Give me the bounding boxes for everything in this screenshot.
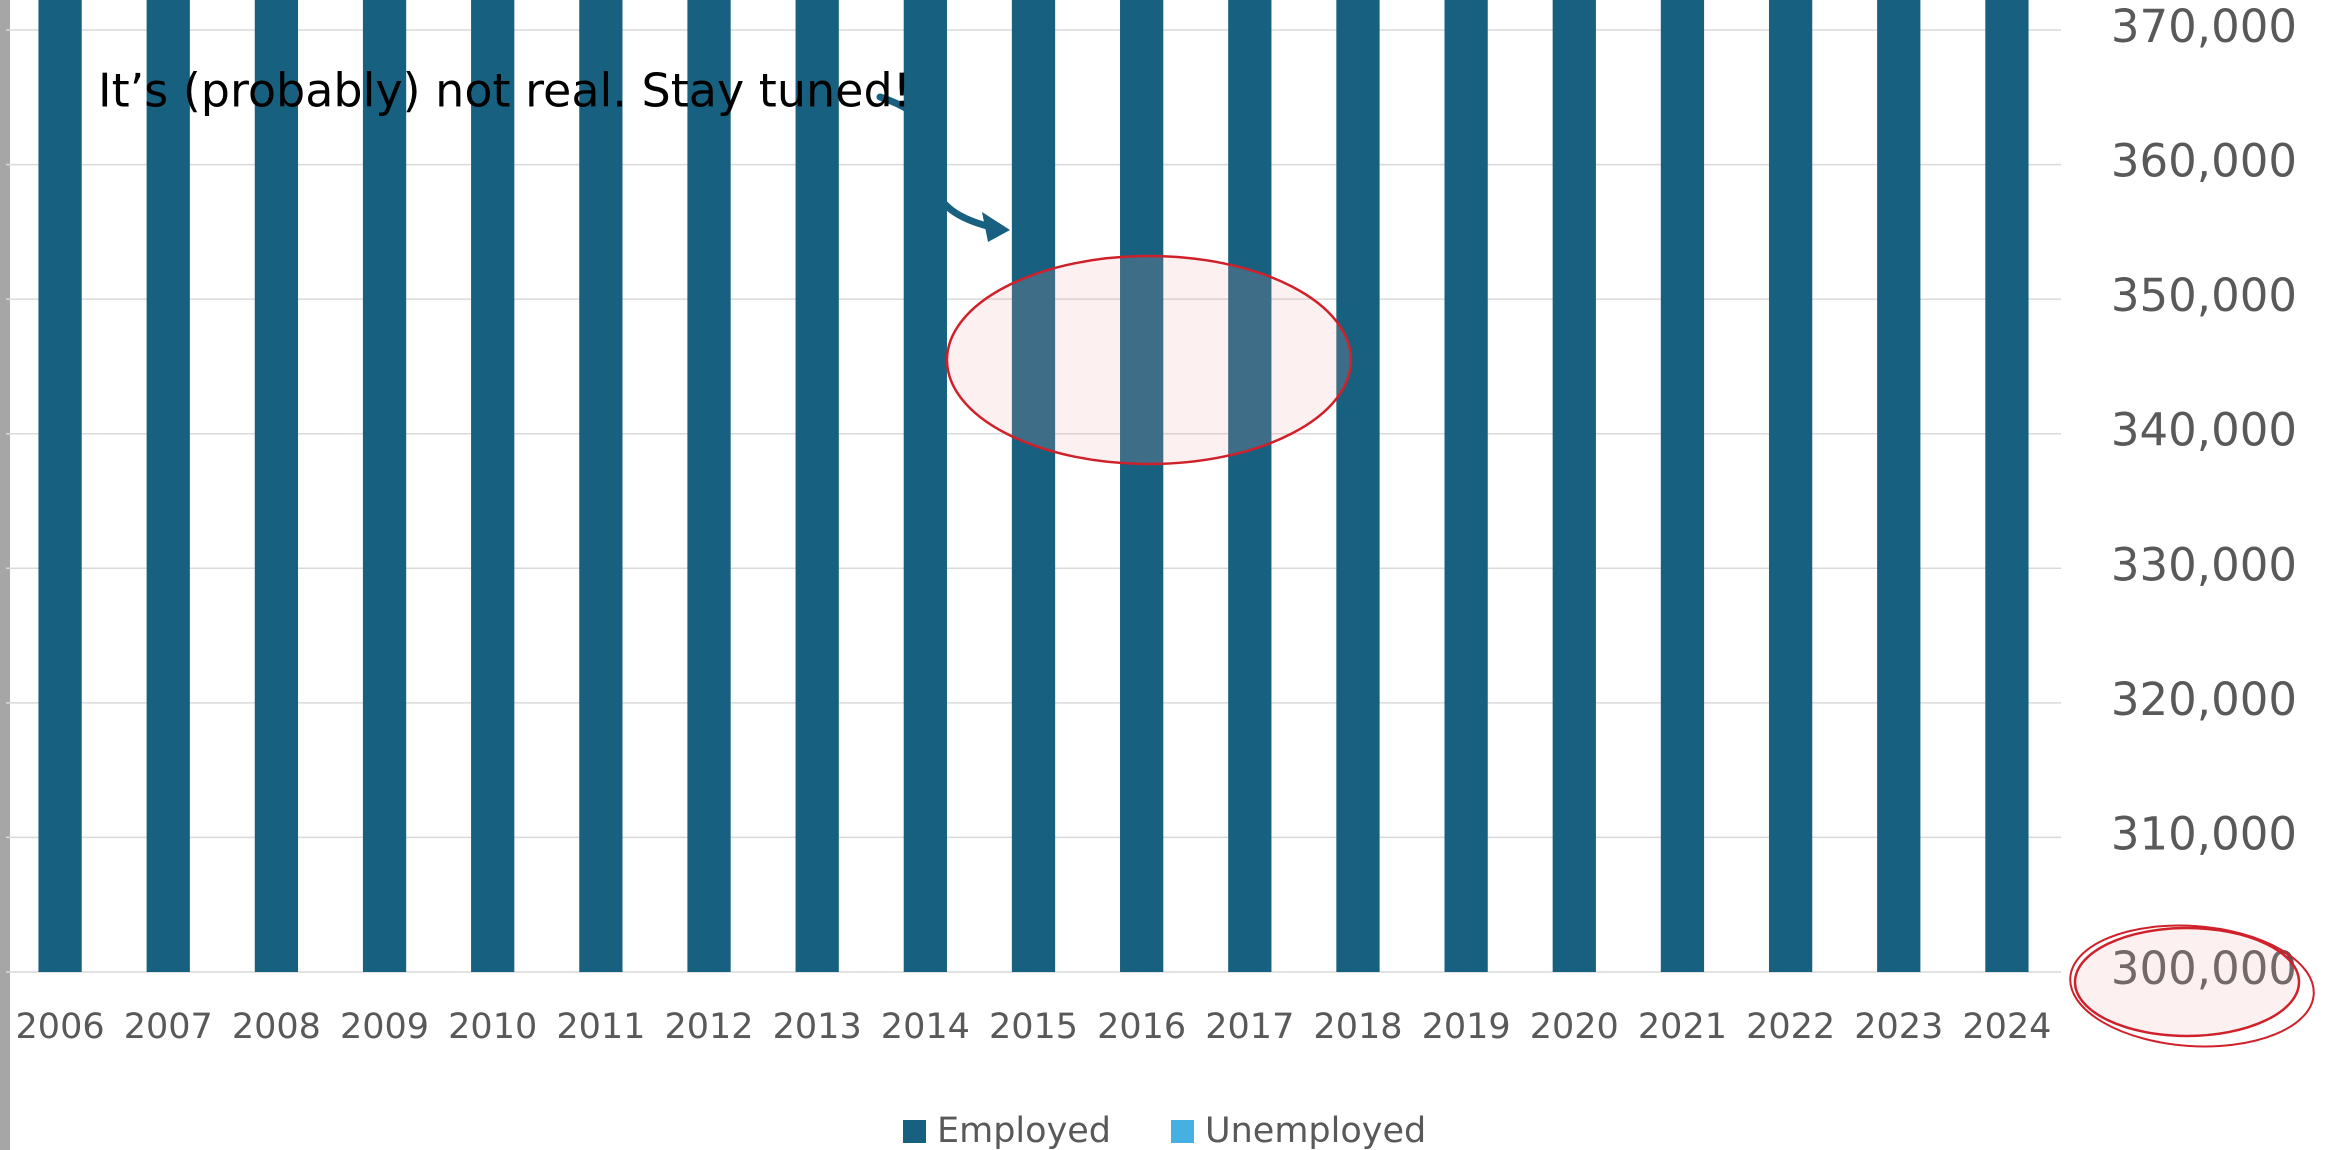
bar-segment	[38, 0, 82, 972]
bar-segment	[1120, 0, 1164, 973]
x-tick-label: 2020	[1530, 1007, 1619, 1047]
y-tick-label: 300,000	[2111, 942, 2297, 995]
arrow-head	[982, 212, 1010, 242]
x-tick-label: 2023	[1854, 1007, 1943, 1047]
annotations: It’s (probably) not real. Stay tuned!	[98, 64, 2315, 1048]
x-tick-label: 2010	[448, 1007, 537, 1047]
x-tick-label: 2024	[1962, 1007, 2051, 1047]
bar-segment	[903, 0, 947, 972]
bar-segment	[146, 0, 190, 973]
x-tick-label: 2007	[124, 1007, 213, 1047]
highlight-ellipse	[2069, 924, 2315, 1048]
x-tick-label: 2013	[773, 1007, 862, 1047]
x-tick-label: 2016	[1097, 1007, 1186, 1047]
y-tick-label: 340,000	[2111, 404, 2297, 457]
bar-segment	[1660, 0, 1705, 972]
x-tick-label: 2011	[556, 1007, 645, 1047]
bar-segment	[1552, 0, 1596, 972]
bar-segment	[687, 0, 731, 972]
bar-segment	[1228, 0, 1272, 972]
x-tick-label: 2017	[1205, 1007, 1294, 1047]
x-tick-label: 2022	[1746, 1007, 1835, 1047]
x-tick-label: 2019	[1422, 1007, 1511, 1047]
bar-segment	[1444, 0, 1488, 972]
frame-edge	[0, 0, 10, 1150]
legend-swatch	[903, 1120, 926, 1143]
bar-segment	[471, 0, 515, 972]
annotation: It’s (probably) not real. Stay tuned!	[98, 64, 911, 118]
y-tick-label: 360,000	[2111, 135, 2297, 188]
x-tick-label: 2014	[881, 1007, 970, 1047]
bar-segment	[1877, 0, 1921, 973]
x-tick-label: 2012	[664, 1007, 753, 1047]
highlight-ellipse	[945, 254, 1353, 466]
x-tick-label: 2021	[1638, 1007, 1727, 1047]
bar-segment	[579, 0, 623, 972]
bar-segment	[1985, 0, 2029, 972]
bar-segment	[1768, 0, 1813, 973]
x-tick-label: 2008	[232, 1007, 321, 1047]
x-tick-label: 2015	[989, 1007, 1078, 1047]
y-tick-label: 310,000	[2111, 807, 2297, 860]
x-tick-label: 2006	[16, 1007, 105, 1047]
legend-label: Employed	[937, 1111, 1111, 1150]
legend-label: Unemployed	[1205, 1111, 1426, 1150]
x-tick-label: 2018	[1313, 1007, 1402, 1047]
y-tick-label: 350,000	[2111, 269, 2297, 322]
y-tick-label: 320,000	[2111, 673, 2297, 726]
bar-segment	[1336, 0, 1380, 972]
plot-area: 300,000 310,000 320,000 330,000 340,000 350,0…	[6, 0, 2297, 1150]
bar-segment	[254, 0, 299, 972]
legend-swatch	[1171, 1120, 1194, 1143]
y-tick-label: 370,000	[2111, 0, 2297, 53]
x-tick-label: 2009	[340, 1007, 429, 1047]
bar-segment	[1011, 0, 1056, 972]
highlight-ellipse	[2073, 926, 2301, 1038]
bar-segment	[795, 0, 839, 972]
y-tick-label: 330,000	[2111, 538, 2297, 591]
bar-segment	[362, 0, 407, 972]
arrow	[876, 93, 999, 232]
